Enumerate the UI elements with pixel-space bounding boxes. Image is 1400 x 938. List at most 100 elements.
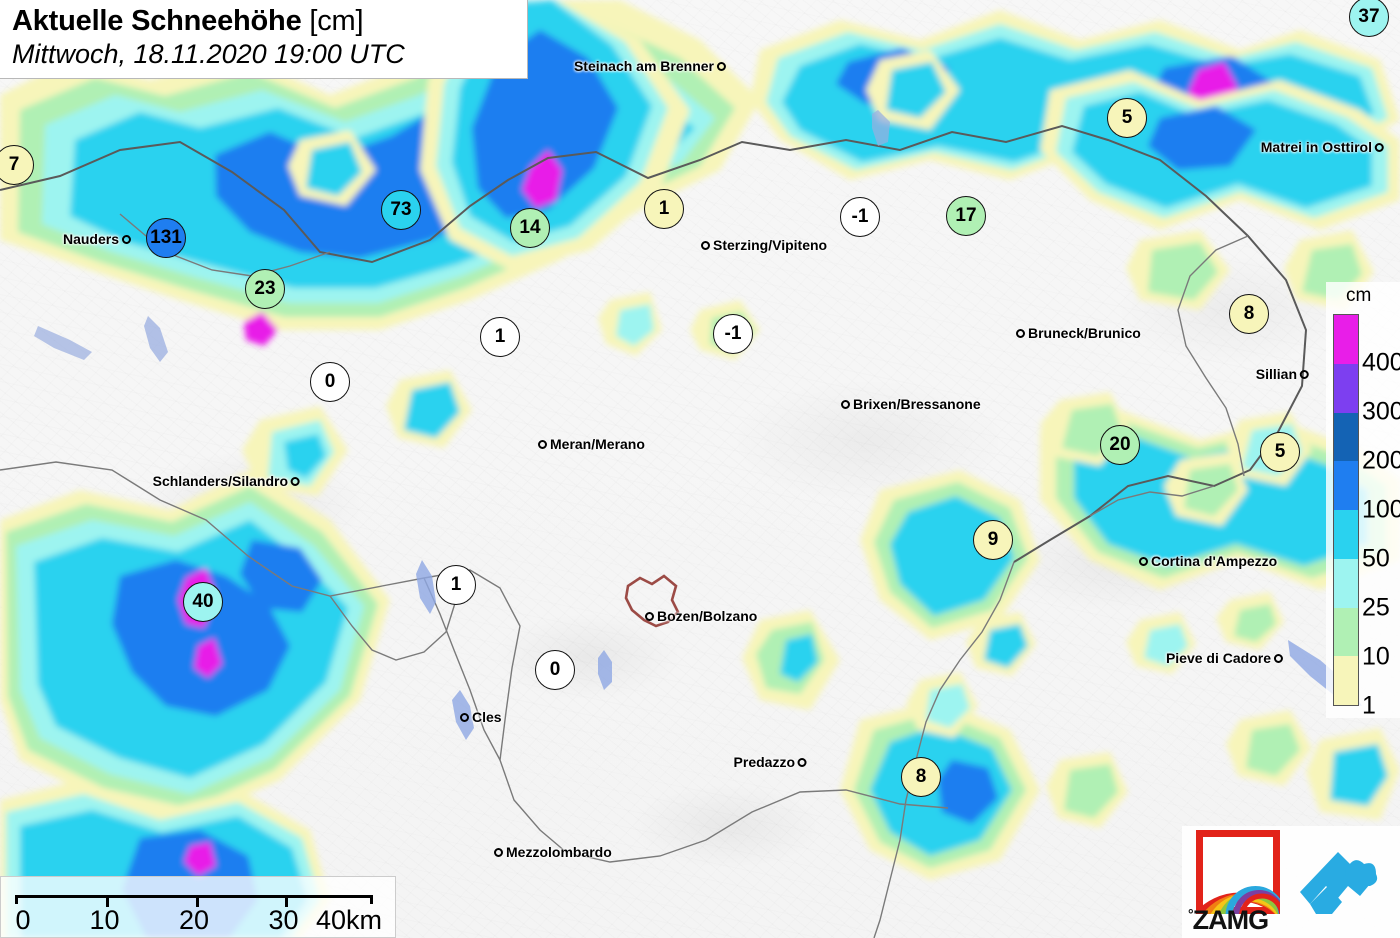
city-dot-icon xyxy=(1274,653,1283,663)
legend-tick: 1 xyxy=(1362,691,1376,720)
zamg-text: ZAMG xyxy=(1192,905,1269,935)
station-marker[interactable]: 73 xyxy=(381,190,421,230)
city-name: Mezzolombardo xyxy=(506,844,612,860)
city-dot-icon xyxy=(291,476,300,486)
city-dot-icon xyxy=(701,240,710,250)
station-value: 1 xyxy=(450,574,462,595)
logo-bar: °ZAMG xyxy=(1182,826,1400,938)
station-marker[interactable]: -1 xyxy=(840,197,880,237)
page-title: Aktuelle Schneehöhe [cm] xyxy=(12,5,517,37)
station-marker[interactable]: 23 xyxy=(245,269,285,309)
legend-band xyxy=(1334,315,1358,364)
legend-band xyxy=(1334,510,1358,559)
city-name: Brixen/Bressanone xyxy=(853,396,981,412)
scale-tick-labels: 0 10 20 30 40km xyxy=(1,905,397,935)
city-label: Predazzo xyxy=(734,754,807,770)
city-name: Cortina d'Ampezzo xyxy=(1151,553,1278,569)
station-marker[interactable]: 7 xyxy=(0,145,34,185)
station-value: 20 xyxy=(1109,434,1131,455)
city-label: Sterzing/Vipiteno xyxy=(701,237,827,253)
map-title-box: Aktuelle Schneehöhe [cm] Mittwoch, 18.11… xyxy=(0,0,528,79)
station-value: -1 xyxy=(851,206,869,227)
legend-tick: 100 xyxy=(1362,495,1400,524)
city-dot-icon xyxy=(1016,328,1025,338)
station-marker[interactable]: 17 xyxy=(946,196,986,236)
station-value: 73 xyxy=(390,199,412,220)
city-label: Cles xyxy=(460,709,502,725)
station-value: 17 xyxy=(955,205,977,226)
scale-tick-label: 10 xyxy=(89,905,120,935)
station-value: 5 xyxy=(1274,441,1286,462)
scale-tick-mark xyxy=(195,898,199,907)
zamg-wordmark: °ZAMG xyxy=(1188,905,1269,936)
city-name: Schlanders/Silandro xyxy=(152,473,288,489)
city-dot-icon xyxy=(841,399,850,409)
city-dot-icon xyxy=(1375,142,1384,152)
station-value: 131 xyxy=(150,227,182,248)
city-name: Matrei in Osttirol xyxy=(1260,139,1372,155)
city-label: Sillian xyxy=(1256,366,1309,382)
zamg-rainbow-icon xyxy=(1196,886,1280,914)
zamg-degree-symbol: ° xyxy=(1188,906,1194,922)
station-value: 40 xyxy=(192,591,214,612)
city-dot-icon xyxy=(645,611,654,621)
city-label: Meran/Merano xyxy=(538,436,645,452)
station-value: 9 xyxy=(987,529,999,550)
station-value: 7 xyxy=(8,154,20,175)
title-datetime: Mittwoch, 18.11.2020 19:00 UTC xyxy=(12,39,405,70)
legend-band xyxy=(1334,461,1358,510)
legend-band xyxy=(1334,656,1358,705)
legend-unit-label: cm xyxy=(1346,285,1372,306)
station-marker[interactable]: 37 xyxy=(1349,0,1389,37)
scale-tick-mark xyxy=(285,898,288,907)
station-value: 37 xyxy=(1358,6,1380,27)
station-marker[interactable]: 1 xyxy=(644,189,684,229)
station-marker[interactable]: 8 xyxy=(901,757,941,797)
station-marker[interactable]: -1 xyxy=(713,314,753,354)
city-name: Predazzo xyxy=(733,754,795,770)
station-value: 0 xyxy=(324,371,336,392)
scale-tick-label: 40km xyxy=(315,905,383,935)
legend-band xyxy=(1334,558,1358,608)
station-value: 1 xyxy=(494,326,506,347)
scale-tick-label: 0 xyxy=(15,905,31,935)
station-marker[interactable]: 131 xyxy=(146,218,186,258)
station-marker[interactable]: 0 xyxy=(535,650,575,690)
station-marker[interactable]: 0 xyxy=(310,362,350,402)
zamg-logo: °ZAMG xyxy=(1188,828,1292,936)
title-unit-text: [cm] xyxy=(309,5,364,37)
station-marker[interactable]: 5 xyxy=(1260,432,1300,472)
legend-color-bar xyxy=(1333,314,1359,706)
station-marker[interactable]: 1 xyxy=(436,565,476,605)
legend-tick: 50 xyxy=(1362,544,1390,573)
station-marker[interactable]: 20 xyxy=(1100,425,1140,465)
station-marker[interactable]: 40 xyxy=(183,582,223,622)
map-scale-bar: 0 10 20 30 40km xyxy=(0,876,396,938)
station-value: 23 xyxy=(254,278,276,299)
city-name: Bozen/Bolzano xyxy=(657,608,758,624)
city-label: Nauders xyxy=(63,231,131,247)
station-marker[interactable]: 9 xyxy=(973,520,1013,560)
city-label: Mezzolombardo xyxy=(494,844,612,860)
city-dot-icon xyxy=(798,757,807,767)
city-dot-icon xyxy=(1300,369,1309,379)
station-marker[interactable]: 14 xyxy=(510,208,550,248)
scale-tick-mark xyxy=(106,898,109,907)
legend-tick: 25 xyxy=(1362,593,1390,622)
city-name: Sillian xyxy=(1255,366,1297,382)
city-label: Pieve di Cadore xyxy=(1166,650,1283,666)
scale-rule xyxy=(15,895,373,907)
city-dot-icon xyxy=(1139,556,1148,566)
city-label: Steinach am Brenner xyxy=(574,58,726,74)
city-label: Schlanders/Silandro xyxy=(153,473,300,489)
title-main-text: Aktuelle Schneehöhe xyxy=(12,5,302,37)
city-label: Bozen/Bolzano xyxy=(645,608,757,624)
station-value: 8 xyxy=(915,766,927,787)
legend-tick: 200 xyxy=(1362,446,1400,475)
station-value: 8 xyxy=(1243,303,1255,324)
station-marker[interactable]: 8 xyxy=(1229,294,1269,334)
station-marker[interactable]: 1 xyxy=(480,317,520,357)
station-marker[interactable]: 5 xyxy=(1107,98,1147,138)
city-name: Meran/Merano xyxy=(550,436,645,452)
scale-tick-label: 20 xyxy=(178,905,210,935)
